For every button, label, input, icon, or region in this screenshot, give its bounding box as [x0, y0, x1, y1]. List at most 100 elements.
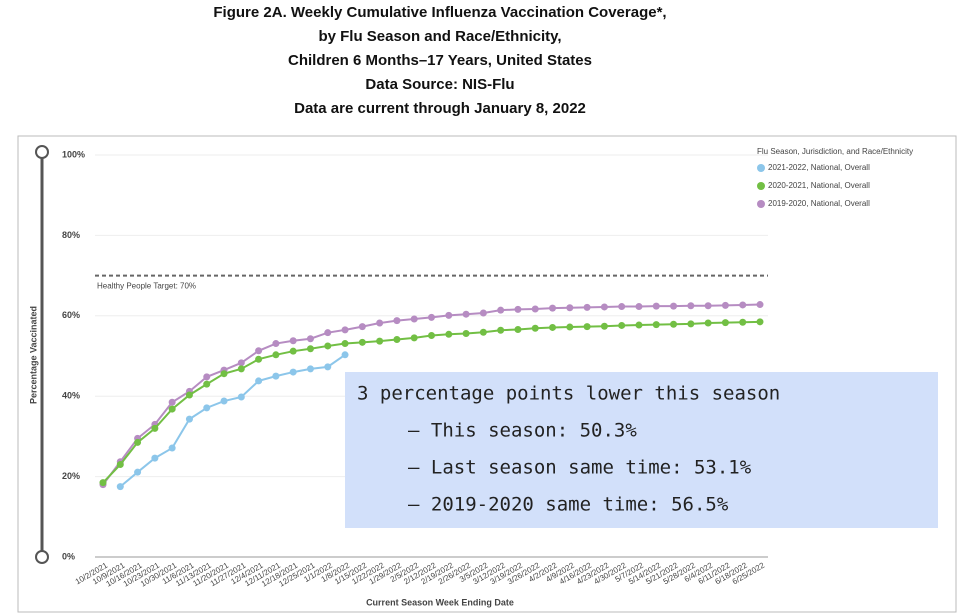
data-point	[324, 342, 332, 350]
data-point	[306, 335, 314, 343]
data-point	[306, 365, 314, 373]
data-point	[670, 320, 678, 328]
data-point	[652, 302, 660, 310]
data-point	[341, 340, 349, 348]
legend-label: 2021-2022, National, Overall	[768, 163, 870, 172]
data-point	[289, 337, 297, 345]
data-point	[272, 340, 280, 348]
y-tick-label: 20%	[62, 471, 80, 481]
chart-title: Data are current through January 8, 2022	[294, 100, 586, 117]
data-point	[497, 326, 505, 334]
target-label: Healthy People Target: 70%	[97, 282, 196, 291]
data-point	[306, 345, 314, 353]
data-point	[255, 355, 263, 363]
x-axis-label: Current Season Week Ending Date	[366, 597, 514, 607]
data-point	[704, 302, 712, 310]
data-point	[721, 301, 729, 309]
data-point	[600, 303, 608, 311]
data-point	[341, 326, 349, 334]
data-point	[462, 329, 470, 337]
legend-title: Flu Season, Jurisdiction, and Race/Ethni…	[757, 147, 913, 156]
data-point	[549, 304, 557, 312]
data-point	[168, 405, 176, 413]
slider-handle[interactable]	[35, 550, 49, 564]
data-point	[99, 479, 107, 487]
chart-title: by Flu Season and Race/Ethnicity,	[318, 28, 561, 45]
data-point	[704, 319, 712, 327]
data-point	[635, 303, 643, 311]
data-point	[566, 304, 574, 312]
data-point	[185, 415, 193, 423]
data-point	[566, 323, 574, 331]
data-point	[635, 321, 643, 329]
legend-swatch	[757, 182, 765, 190]
data-point	[237, 359, 245, 367]
data-point	[514, 325, 522, 333]
data-point	[151, 424, 159, 432]
data-point	[255, 377, 263, 385]
data-point	[618, 303, 626, 311]
data-point	[739, 301, 747, 309]
data-point	[618, 321, 626, 329]
data-point	[445, 330, 453, 338]
data-point	[428, 331, 435, 339]
data-point	[203, 380, 211, 388]
annotation-text: 3 percentage points lower this season	[357, 383, 780, 405]
annotation-box	[345, 372, 938, 528]
data-point	[185, 391, 193, 399]
legend-swatch	[757, 200, 765, 208]
data-point	[358, 323, 366, 331]
data-point	[739, 318, 747, 326]
data-point	[324, 363, 332, 371]
data-point	[497, 306, 505, 314]
data-point	[272, 351, 280, 359]
y-tick-label: 100%	[62, 149, 85, 159]
data-point	[531, 324, 539, 332]
chart-title: Children 6 Months–17 Years, United State…	[288, 52, 592, 69]
data-point	[721, 319, 729, 327]
data-point	[756, 318, 764, 326]
legend-label: 2020-2021, National, Overall	[768, 181, 870, 190]
data-point	[358, 338, 366, 346]
data-point	[514, 305, 522, 313]
data-point	[479, 328, 487, 336]
data-point	[220, 397, 228, 405]
y-tick-label: 60%	[62, 310, 80, 320]
data-point	[116, 461, 124, 469]
y-tick-label: 40%	[62, 391, 80, 401]
data-point	[134, 438, 142, 446]
data-point	[324, 329, 332, 337]
annotation-text: – This season: 50.3%	[408, 420, 637, 442]
y-tick-label: 80%	[62, 230, 80, 240]
data-point	[151, 454, 159, 462]
data-point	[652, 321, 660, 329]
data-point	[203, 373, 211, 381]
y-axis-label: Percentage Vaccinated	[28, 306, 38, 404]
data-point	[670, 302, 678, 310]
data-point	[272, 372, 280, 380]
data-point	[237, 393, 245, 401]
data-point	[134, 468, 142, 476]
data-point	[203, 404, 211, 412]
data-point	[600, 322, 608, 330]
data-point	[531, 305, 539, 313]
data-point	[479, 309, 487, 317]
data-point	[393, 317, 401, 325]
data-point	[410, 315, 418, 323]
data-point	[289, 347, 297, 355]
data-point	[410, 334, 418, 342]
data-point	[289, 368, 297, 376]
data-point	[393, 336, 401, 344]
chart-title: Figure 2A. Weekly Cumulative Influenza V…	[213, 4, 666, 21]
legend-label: 2019-2020, National, Overall	[768, 199, 870, 208]
data-point	[687, 302, 695, 310]
data-point	[237, 365, 245, 373]
data-point	[376, 319, 384, 327]
data-point	[255, 347, 263, 355]
annotation-text: – Last season same time: 53.1%	[408, 457, 752, 479]
data-point	[583, 303, 591, 311]
data-point	[116, 483, 124, 491]
data-point	[583, 323, 591, 331]
slider-handle[interactable]	[35, 145, 49, 159]
